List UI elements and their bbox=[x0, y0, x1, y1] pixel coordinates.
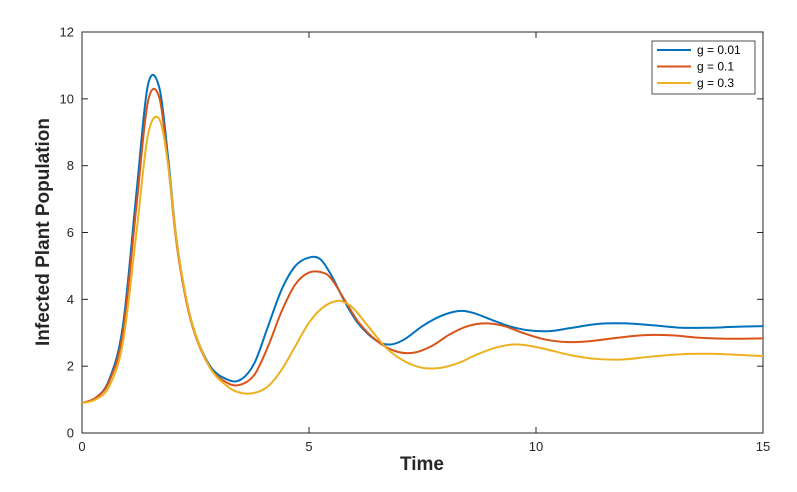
legend: g = 0.01 g = 0.1 g = 0.3 bbox=[651, 40, 756, 95]
series-line-2 bbox=[81, 87, 764, 404]
y-tick-label: 6 bbox=[67, 225, 74, 240]
y-tick-label: 10 bbox=[60, 91, 74, 106]
y-tick-label: 12 bbox=[60, 25, 74, 40]
y-tick-label: 4 bbox=[67, 292, 74, 307]
series-layer bbox=[81, 74, 764, 404]
x-axis-title: Time bbox=[400, 454, 444, 475]
y-axis-title: Infected Plant Population bbox=[33, 118, 54, 346]
y-tick-label: 0 bbox=[67, 426, 74, 441]
legend-label-2: g = 0.1 bbox=[697, 60, 734, 74]
plot-area bbox=[81, 31, 764, 434]
y-tick-label: 8 bbox=[67, 158, 74, 173]
x-tick-label: 0 bbox=[78, 439, 85, 454]
x-tick-label: 5 bbox=[305, 439, 312, 454]
x-tick-label: 10 bbox=[529, 439, 543, 454]
x-tick-label: 15 bbox=[756, 439, 770, 454]
axis-ticks: 0 5 10 15 0 2 4 6 8 10 12 bbox=[60, 25, 771, 455]
y-tick-label: 2 bbox=[67, 359, 74, 374]
legend-label-1: g = 0.01 bbox=[697, 43, 741, 57]
series-line-3 bbox=[81, 115, 764, 404]
legend-label-3: g = 0.3 bbox=[697, 76, 734, 90]
